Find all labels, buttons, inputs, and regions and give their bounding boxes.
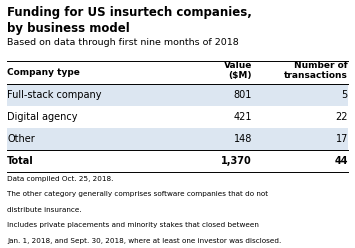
Text: Number of
transactions: Number of transactions — [284, 61, 348, 80]
Text: Value
($M): Value ($M) — [224, 61, 252, 80]
Text: 148: 148 — [234, 134, 252, 144]
Text: 5: 5 — [342, 90, 348, 100]
Text: Full-stack company: Full-stack company — [7, 90, 102, 100]
Text: Jan. 1, 2018, and Sept. 30, 2018, where at least one investor was disclosed.: Jan. 1, 2018, and Sept. 30, 2018, where … — [7, 238, 282, 244]
Text: Total: Total — [7, 156, 34, 166]
Text: 44: 44 — [334, 156, 348, 166]
Text: Company type: Company type — [7, 68, 80, 77]
Text: Data compiled Oct. 25, 2018.: Data compiled Oct. 25, 2018. — [7, 176, 114, 182]
Text: 17: 17 — [335, 134, 348, 144]
Text: Funding for US insurtech companies,
by business model: Funding for US insurtech companies, by b… — [7, 6, 252, 35]
Text: 22: 22 — [335, 112, 348, 122]
Text: distribute insurance.: distribute insurance. — [7, 207, 82, 213]
Text: Other: Other — [7, 134, 35, 144]
Text: 421: 421 — [234, 112, 252, 122]
Text: The other category generally comprises software companies that do not: The other category generally comprises s… — [7, 191, 268, 197]
Text: 1,370: 1,370 — [221, 156, 252, 166]
Text: Digital agency: Digital agency — [7, 112, 78, 122]
Text: Based on data through first nine months of 2018: Based on data through first nine months … — [7, 38, 239, 47]
Text: 801: 801 — [234, 90, 252, 100]
Text: Includes private placements and minority stakes that closed between: Includes private placements and minority… — [7, 222, 259, 228]
